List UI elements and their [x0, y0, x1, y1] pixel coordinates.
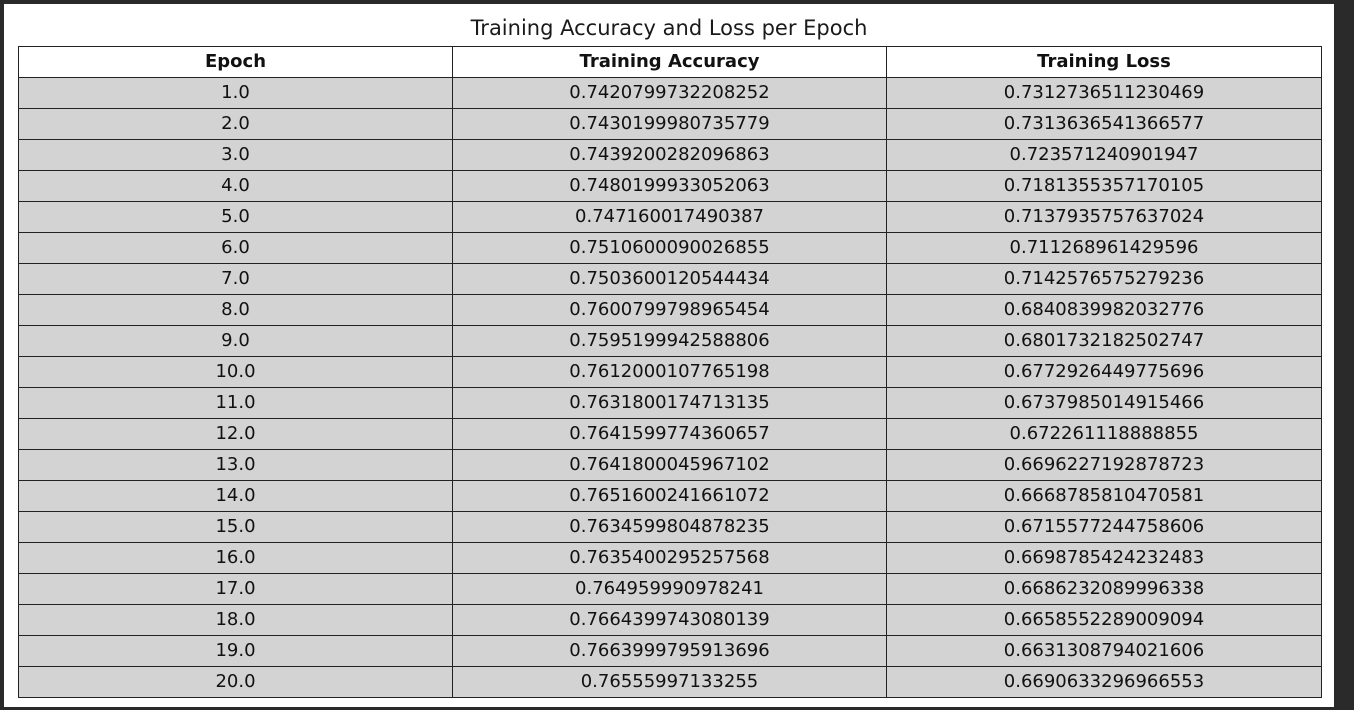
training-loss-cell: 0.672261118888855: [886, 418, 1322, 450]
training-loss-cell: 0.6686232089996338: [886, 573, 1322, 605]
table-row: 20.0 0.76555997133255 0.6690633296966553: [18, 666, 1322, 698]
training-accuracy-cell: 0.7595199942588806: [452, 325, 887, 357]
epoch-cell: 1.0: [18, 77, 453, 109]
training-accuracy-cell: 0.7651600241661072: [452, 480, 887, 512]
table-row: 1.0 0.7420799732208252 0.7312736511230469: [18, 77, 1322, 109]
table-row: 5.0 0.747160017490387 0.7137935757637024: [18, 201, 1322, 233]
training-accuracy-cell: 0.7641599774360657: [452, 418, 887, 450]
epoch-cell: 9.0: [18, 325, 453, 357]
epoch-cell: 13.0: [18, 449, 453, 481]
epoch-cell: 20.0: [18, 666, 453, 698]
table-row: 3.0 0.7439200282096863 0.723571240901947: [18, 139, 1322, 171]
training-accuracy-cell: 0.7664399743080139: [452, 604, 887, 636]
training-loss-cell: 0.6668785810470581: [886, 480, 1322, 512]
training-loss-cell: 0.7137935757637024: [886, 201, 1322, 233]
epoch-cell: 12.0: [18, 418, 453, 450]
table-row: 14.0 0.7651600241661072 0.6668785810470581: [18, 480, 1322, 512]
table-row: 17.0 0.764959990978241 0.6686232089996338: [18, 573, 1322, 605]
epoch-cell: 2.0: [18, 108, 453, 140]
training-accuracy-cell: 0.7631800174713135: [452, 387, 887, 419]
training-accuracy-cell: 0.7663999795913696: [452, 635, 887, 667]
training-accuracy-cell: 0.7635400295257568: [452, 542, 887, 574]
training-accuracy-cell: 0.7503600120544434: [452, 263, 887, 295]
training-loss-cell: 0.6658552289009094: [886, 604, 1322, 636]
training-loss-cell: 0.6840839982032776: [886, 294, 1322, 326]
header-row: Epoch Training Accuracy Training Loss: [18, 46, 1322, 78]
training-loss-cell: 0.6631308794021606: [886, 635, 1322, 667]
epoch-cell: 8.0: [18, 294, 453, 326]
training-loss-cell: 0.6772926449775696: [886, 356, 1322, 388]
epoch-cell: 5.0: [18, 201, 453, 233]
data-table: Epoch Training Accuracy Training Loss 1.…: [18, 46, 1322, 698]
table-row: 7.0 0.7503600120544434 0.7142576575279236: [18, 263, 1322, 295]
table-row: 19.0 0.7663999795913696 0.6631308794021606: [18, 635, 1322, 667]
epoch-cell: 15.0: [18, 511, 453, 543]
epoch-cell: 18.0: [18, 604, 453, 636]
training-accuracy-cell: 0.7430199980735779: [452, 108, 887, 140]
training-loss-cell: 0.7313636541366577: [886, 108, 1322, 140]
epoch-cell: 11.0: [18, 387, 453, 419]
training-loss-cell: 0.7312736511230469: [886, 77, 1322, 109]
training-accuracy-cell: 0.7420799732208252: [452, 77, 887, 109]
training-loss-cell: 0.6690633296966553: [886, 666, 1322, 698]
epoch-cell: 17.0: [18, 573, 453, 605]
table-row: 2.0 0.7430199980735779 0.7313636541366577: [18, 108, 1322, 140]
training-loss-cell: 0.711268961429596: [886, 232, 1322, 264]
epoch-cell: 4.0: [18, 170, 453, 202]
epoch-cell: 19.0: [18, 635, 453, 667]
table-row: 8.0 0.7600799798965454 0.6840839982032776: [18, 294, 1322, 326]
table-row: 6.0 0.7510600090026855 0.711268961429596: [18, 232, 1322, 264]
training-loss-cell: 0.6737985014915466: [886, 387, 1322, 419]
training-accuracy-cell: 0.7612000107765198: [452, 356, 887, 388]
table-row: 16.0 0.7635400295257568 0.6698785424232483: [18, 542, 1322, 574]
table-row: 13.0 0.7641800045967102 0.6696227192878723: [18, 449, 1322, 481]
column-header-training-accuracy: Training Accuracy: [452, 46, 887, 78]
epoch-cell: 7.0: [18, 263, 453, 295]
column-header-epoch: Epoch: [18, 46, 453, 78]
table-body: 1.0 0.7420799732208252 0.7312736511230469 2…: [18, 77, 1322, 698]
training-loss-cell: 0.6696227192878723: [886, 449, 1322, 481]
table-row: 11.0 0.7631800174713135 0.6737985014915466: [18, 387, 1322, 419]
training-loss-cell: 0.7181355357170105: [886, 170, 1322, 202]
training-accuracy-cell: 0.76555997133255: [452, 666, 887, 698]
training-accuracy-cell: 0.7439200282096863: [452, 139, 887, 171]
column-header-training-loss: Training Loss: [886, 46, 1322, 78]
epoch-cell: 14.0: [18, 480, 453, 512]
training-accuracy-cell: 0.7600799798965454: [452, 294, 887, 326]
table-row: 15.0 0.7634599804878235 0.6715577244758606: [18, 511, 1322, 543]
training-accuracy-cell: 0.7634599804878235: [452, 511, 887, 543]
table-row: 18.0 0.7664399743080139 0.6658552289009094: [18, 604, 1322, 636]
training-accuracy-cell: 0.7641800045967102: [452, 449, 887, 481]
training-loss-cell: 0.6801732182502747: [886, 325, 1322, 357]
table-row: 4.0 0.7480199933052063 0.7181355357170105: [18, 170, 1322, 202]
training-accuracy-cell: 0.747160017490387: [452, 201, 887, 233]
table-row: 12.0 0.7641599774360657 0.672261118888855: [18, 418, 1322, 450]
epoch-cell: 6.0: [18, 232, 453, 264]
figure-canvas: Training Accuracy and Loss per Epoch Epo…: [4, 4, 1334, 707]
training-accuracy-cell: 0.7510600090026855: [452, 232, 887, 264]
training-loss-cell: 0.6698785424232483: [886, 542, 1322, 574]
training-loss-cell: 0.6715577244758606: [886, 511, 1322, 543]
epoch-cell: 10.0: [18, 356, 453, 388]
training-loss-cell: 0.7142576575279236: [886, 263, 1322, 295]
training-loss-cell: 0.723571240901947: [886, 139, 1322, 171]
table-row: 10.0 0.7612000107765198 0.6772926449775696: [18, 356, 1322, 388]
chart-title: Training Accuracy and Loss per Epoch: [470, 16, 868, 40]
training-accuracy-cell: 0.7480199933052063: [452, 170, 887, 202]
epoch-cell: 16.0: [18, 542, 453, 574]
epoch-cell: 3.0: [18, 139, 453, 171]
training-accuracy-cell: 0.764959990978241: [452, 573, 887, 605]
table-row: 9.0 0.7595199942588806 0.6801732182502747: [18, 325, 1322, 357]
